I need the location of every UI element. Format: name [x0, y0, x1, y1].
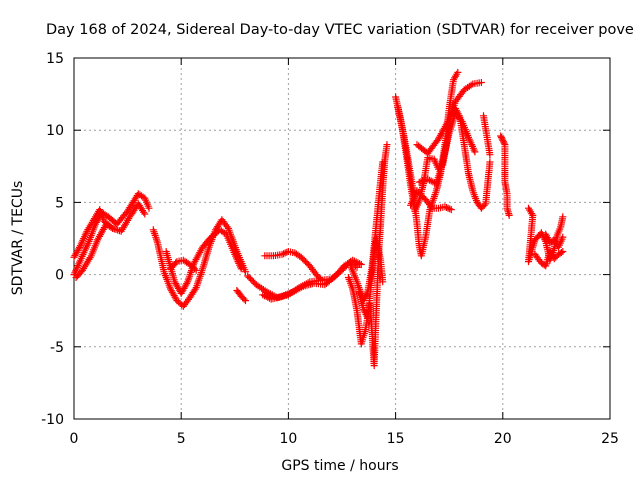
- data-point: [426, 176, 433, 184]
- data-point: [477, 79, 485, 86]
- data-point: [260, 292, 268, 300]
- y-axis-label: SDTVAR / TECUs: [10, 181, 26, 296]
- data-point: [557, 249, 565, 256]
- data-point: [383, 141, 391, 149]
- data-point: [471, 148, 479, 156]
- series-track-r: [415, 109, 479, 188]
- data-point: [145, 204, 153, 212]
- series-track-f: [167, 256, 200, 274]
- y-tick-label: -10: [41, 412, 64, 428]
- series-track-g: [233, 287, 249, 305]
- data-point: [264, 293, 272, 301]
- data-point: [424, 175, 432, 183]
- x-tick-label: 25: [601, 431, 619, 447]
- data-markers: [70, 68, 567, 370]
- series-track-j: [261, 248, 325, 283]
- data-point: [486, 151, 494, 159]
- x-tick-labels: 0 5 10 15 20 25: [70, 431, 619, 447]
- data-point: [447, 206, 455, 214]
- plot-frame: [73, 57, 611, 420]
- series-track-c: [72, 220, 117, 281]
- data-point: [356, 260, 364, 268]
- data-point: [315, 274, 323, 281]
- y-tick-label: 15: [46, 51, 64, 67]
- chart-title: Day 168 of 2024, Sidereal Day-to-day VTE…: [46, 22, 634, 38]
- data-point: [559, 213, 567, 221]
- series-track-v: [531, 248, 567, 270]
- data-point: [280, 250, 288, 258]
- series-track-s: [480, 112, 494, 159]
- x-tick-label: 5: [177, 431, 186, 447]
- data-point: [76, 243, 83, 251]
- data-point: [559, 233, 567, 241]
- data-point: [240, 295, 248, 303]
- data-point: [237, 265, 245, 273]
- data-point: [454, 68, 462, 76]
- data-point: [192, 266, 200, 274]
- data-point: [500, 139, 508, 147]
- data-point: [354, 259, 362, 267]
- data-point: [191, 285, 199, 293]
- data-point: [542, 230, 550, 238]
- data-point: [443, 204, 450, 211]
- series-track-p: [407, 187, 455, 214]
- data-point: [141, 210, 149, 218]
- data-point: [379, 158, 387, 166]
- data-point: [183, 280, 191, 287]
- x-tick-label: 20: [494, 431, 512, 447]
- series-track-w: [542, 230, 567, 251]
- y-tick-labels: -10 -5 0 5 10 15: [41, 51, 64, 428]
- data-point: [441, 203, 449, 211]
- data-point: [444, 204, 452, 212]
- grid-lines: [74, 58, 610, 419]
- y-tick-label: 10: [46, 123, 64, 139]
- y-tick-label: 0: [55, 268, 64, 284]
- data-point: [467, 81, 475, 89]
- data-point: [281, 249, 289, 257]
- x-axis-label: GPS time / hours: [281, 458, 398, 474]
- data-point: [352, 258, 360, 266]
- data-point: [317, 275, 325, 283]
- data-point: [107, 223, 115, 231]
- data-point: [505, 211, 513, 219]
- data-point: [280, 292, 288, 299]
- axis-ticks: [73, 57, 611, 420]
- data-point: [109, 224, 117, 232]
- data-point: [559, 248, 567, 255]
- data-point: [457, 116, 465, 124]
- data-point: [223, 223, 231, 231]
- data-point: [362, 291, 370, 299]
- data-point: [140, 208, 148, 216]
- data-point: [446, 205, 454, 213]
- series-track-q: [413, 79, 485, 157]
- x-tick-label: 0: [70, 431, 79, 447]
- series-track-i: [259, 256, 365, 303]
- data-point: [486, 158, 494, 166]
- y-tick-label: 5: [55, 195, 64, 211]
- data-point: [480, 201, 488, 209]
- data-point: [278, 250, 286, 258]
- series-track-t: [497, 132, 513, 219]
- series-track-o: [394, 103, 494, 215]
- x-tick-label: 15: [387, 431, 405, 447]
- data-point: [349, 256, 357, 264]
- x-tick-label: 10: [279, 431, 297, 447]
- data-point: [242, 297, 249, 305]
- y-tick-label: -5: [50, 340, 64, 356]
- data-point: [191, 265, 199, 273]
- data-point: [357, 261, 365, 268]
- data-point: [259, 291, 267, 299]
- data-point: [379, 278, 387, 286]
- series-track-m: [355, 235, 387, 322]
- data-point: [242, 268, 249, 276]
- series-track-b: [70, 200, 149, 261]
